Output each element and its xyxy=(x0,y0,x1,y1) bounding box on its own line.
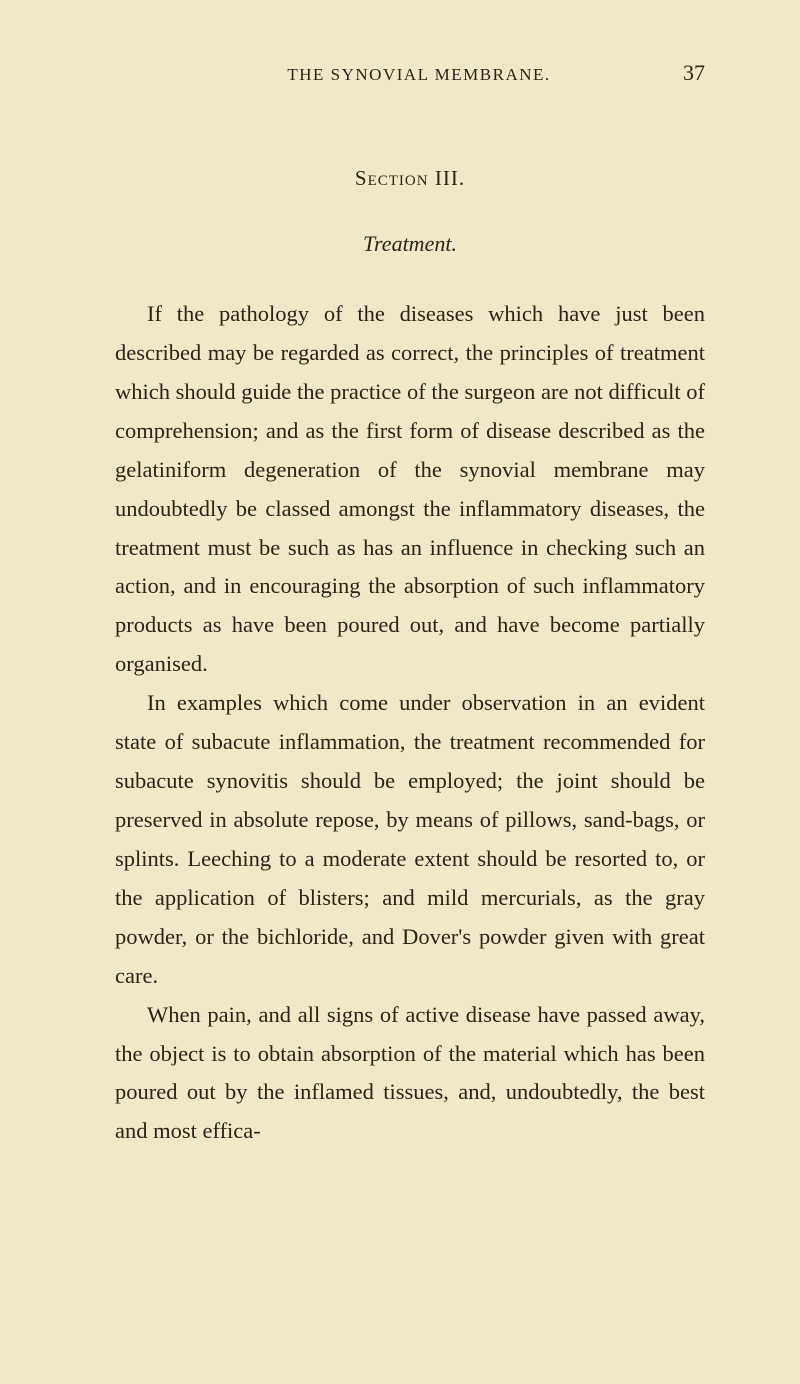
section-title: Section III. xyxy=(115,166,705,191)
running-head: THE SYNOVIAL MEMBRANE. xyxy=(115,65,683,85)
body-paragraph: If the pathology of the diseases which h… xyxy=(115,295,705,684)
page-container: THE SYNOVIAL MEMBRANE. 37 Section III. T… xyxy=(0,0,800,1384)
subsection-title: Treatment. xyxy=(115,231,705,257)
header-line: THE SYNOVIAL MEMBRANE. 37 xyxy=(115,60,705,86)
body-paragraph: In examples which come under observation… xyxy=(115,684,705,995)
body-paragraph: When pain, and all signs of active disea… xyxy=(115,996,705,1152)
page-number: 37 xyxy=(683,60,705,86)
